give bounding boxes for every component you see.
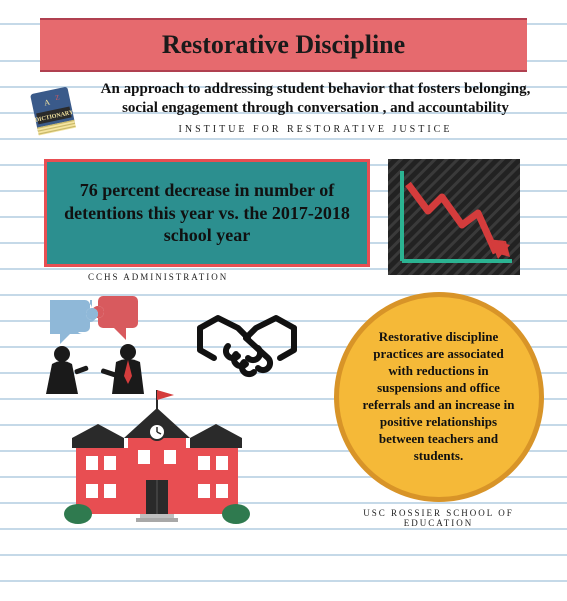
stat-box: 76 percent decrease in number of detenti… xyxy=(44,159,370,267)
definition-source: INSTITUE FOR RESTORATIVE JUSTICE xyxy=(94,124,537,135)
bottom-row: Restorative discipline practices are ass… xyxy=(0,282,567,528)
stat-row: 76 percent decrease in number of detenti… xyxy=(0,145,567,282)
dictionary-icon: DICTIONARY A Z xyxy=(24,82,82,145)
circle-block: Restorative discipline practices are ass… xyxy=(330,292,547,528)
infographic-content: Restorative Discipline DICTIONARY A Z An… xyxy=(0,18,567,528)
definition-row: DICTIONARY A Z An approach to addressing… xyxy=(0,72,567,145)
title-text: Restorative Discipline xyxy=(162,30,405,60)
stat-wrap: 76 percent decrease in number of detenti… xyxy=(44,159,370,282)
decline-chart-icon xyxy=(388,159,520,275)
title-bar: Restorative Discipline xyxy=(40,18,527,72)
circle-callout: Restorative discipline practices are ass… xyxy=(334,292,544,502)
stat-source: CCHS ADMINISTRATION xyxy=(88,272,370,282)
definition-text: An approach to addressing student behavi… xyxy=(94,80,537,118)
left-graphics xyxy=(30,292,320,522)
conversation-icon xyxy=(30,292,180,400)
stat-text: 76 percent decrease in number of detenti… xyxy=(61,179,353,247)
school-icon xyxy=(62,388,252,528)
circle-source: USC ROSSIER SCHOOL OF EDUCATION xyxy=(330,508,547,528)
circle-text: Restorative discipline practices are ass… xyxy=(363,329,515,464)
definition-block: An approach to addressing student behavi… xyxy=(94,80,537,135)
handshake-icon xyxy=(192,306,302,386)
